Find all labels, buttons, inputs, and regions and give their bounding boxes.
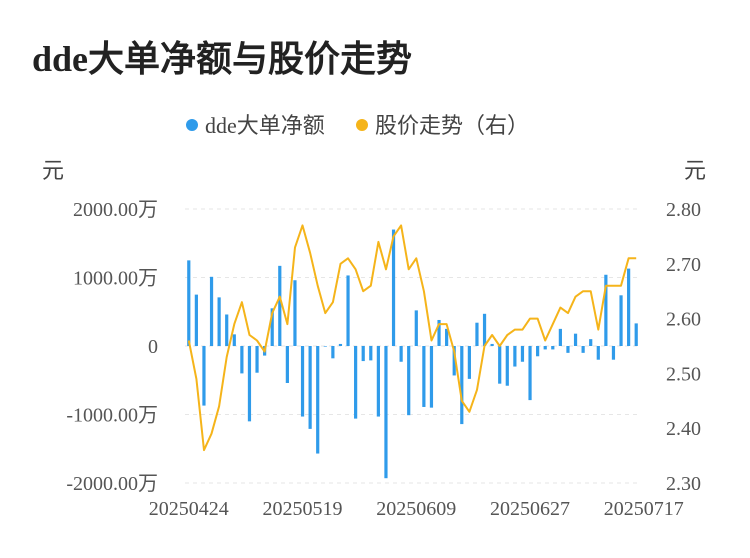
- y-right-tick-1: 2.70: [666, 254, 701, 276]
- bar-31: [422, 346, 426, 407]
- bar-50: [566, 346, 570, 353]
- bar-1: [194, 294, 198, 346]
- bar-32: [429, 346, 434, 408]
- bar-43: [513, 346, 517, 367]
- bar-40: [490, 343, 494, 346]
- y-right-unit: 元: [684, 158, 706, 183]
- bar-39: [482, 313, 487, 346]
- y-left-tick-4: -2000.00万: [66, 473, 158, 495]
- bar-57: [619, 295, 623, 346]
- bar-42: [505, 346, 509, 386]
- bar-38: [475, 322, 479, 346]
- x-tick-3: 20250627: [490, 498, 570, 520]
- legend-label-0: dde大单净额: [205, 113, 325, 138]
- bar-18: [323, 346, 327, 347]
- bar-55: [604, 274, 608, 346]
- bar-56: [611, 346, 616, 360]
- bar-34: [445, 328, 449, 346]
- bar-16: [308, 346, 312, 429]
- bar-37: [467, 346, 471, 379]
- legend-label-1: 股价走势（右）: [375, 113, 529, 138]
- bar-5: [225, 314, 229, 346]
- bar-49: [558, 328, 562, 346]
- bar-51: [573, 333, 578, 346]
- legend-marker-1: [356, 119, 368, 131]
- bar-9: [255, 346, 259, 373]
- bar-52: [581, 346, 585, 353]
- bar-22: [354, 346, 358, 419]
- bar-17: [316, 346, 320, 454]
- bar-2: [202, 346, 206, 406]
- bar-13: [285, 346, 289, 383]
- bar-12: [278, 265, 282, 346]
- y-right-tick-2: 2.60: [666, 309, 701, 331]
- grid: [185, 208, 640, 484]
- bar-24: [369, 346, 373, 361]
- bar-20: [338, 343, 343, 346]
- y-left-unit: 元: [42, 158, 64, 183]
- bar-26: [384, 346, 388, 479]
- bar-21: [346, 275, 350, 346]
- y-right-tick-0: 2.80: [666, 199, 701, 221]
- bar-28: [399, 346, 403, 362]
- bar-44: [520, 346, 525, 362]
- bar-8: [247, 346, 252, 422]
- x-axis: 20250424 20250519 20250609 20250627 20250717: [149, 498, 684, 520]
- bar-15: [300, 346, 305, 417]
- bar-45: [528, 346, 532, 401]
- y-right-axis: 2.80 2.70 2.60 2.50 2.40 2.30: [666, 199, 701, 495]
- y-left-tick-2: 0: [148, 336, 158, 358]
- bar-30: [414, 310, 418, 346]
- bar-19: [331, 346, 335, 359]
- y-right-tick-3: 2.50: [666, 363, 701, 385]
- bar-33: [437, 319, 441, 346]
- bar-25: [376, 346, 380, 417]
- y-left-axis: 2000.00万 1000.00万 0 -1000.00万 -2000.00万: [66, 199, 158, 495]
- bar-4: [217, 297, 221, 346]
- x-tick-1: 20250519: [263, 498, 343, 520]
- bar-3: [209, 276, 214, 346]
- legend-marker-0: [186, 119, 198, 131]
- y-right-tick-4: 2.40: [666, 418, 701, 440]
- bar-58: [627, 268, 631, 346]
- y-left-tick-0: 2000.00万: [73, 199, 158, 221]
- bar-29: [407, 346, 411, 416]
- price-line: [187, 224, 637, 452]
- bar-36: [460, 346, 464, 425]
- bar-53: [589, 339, 593, 346]
- bar-series: [187, 229, 638, 479]
- bar-27: [391, 229, 396, 346]
- bar-48: [551, 346, 555, 350]
- bar-47: [543, 346, 547, 350]
- x-tick-0: 20250424: [149, 498, 229, 520]
- bar-7: [240, 346, 244, 374]
- bar-6: [232, 334, 236, 346]
- chart-title: dde大单净额与股价走势: [32, 39, 413, 79]
- bar-14: [293, 280, 297, 346]
- bar-59: [634, 323, 638, 346]
- y-left-tick-1: 1000.00万: [73, 268, 158, 290]
- y-right-tick-5: 2.30: [666, 473, 701, 495]
- x-tick-2: 20250609: [376, 498, 456, 520]
- legend: dde大单净额 股价走势（右）: [186, 113, 529, 138]
- line-series: [187, 224, 637, 452]
- x-tick-4: 20250717: [604, 498, 684, 520]
- y-left-tick-3: -1000.00万: [66, 405, 158, 427]
- bar-46: [536, 346, 540, 357]
- bar-0: [187, 260, 191, 346]
- bar-35: [452, 346, 456, 376]
- bar-23: [361, 346, 365, 362]
- bar-41: [498, 346, 502, 384]
- bar-54: [596, 346, 600, 360]
- bar-11: [270, 308, 274, 346]
